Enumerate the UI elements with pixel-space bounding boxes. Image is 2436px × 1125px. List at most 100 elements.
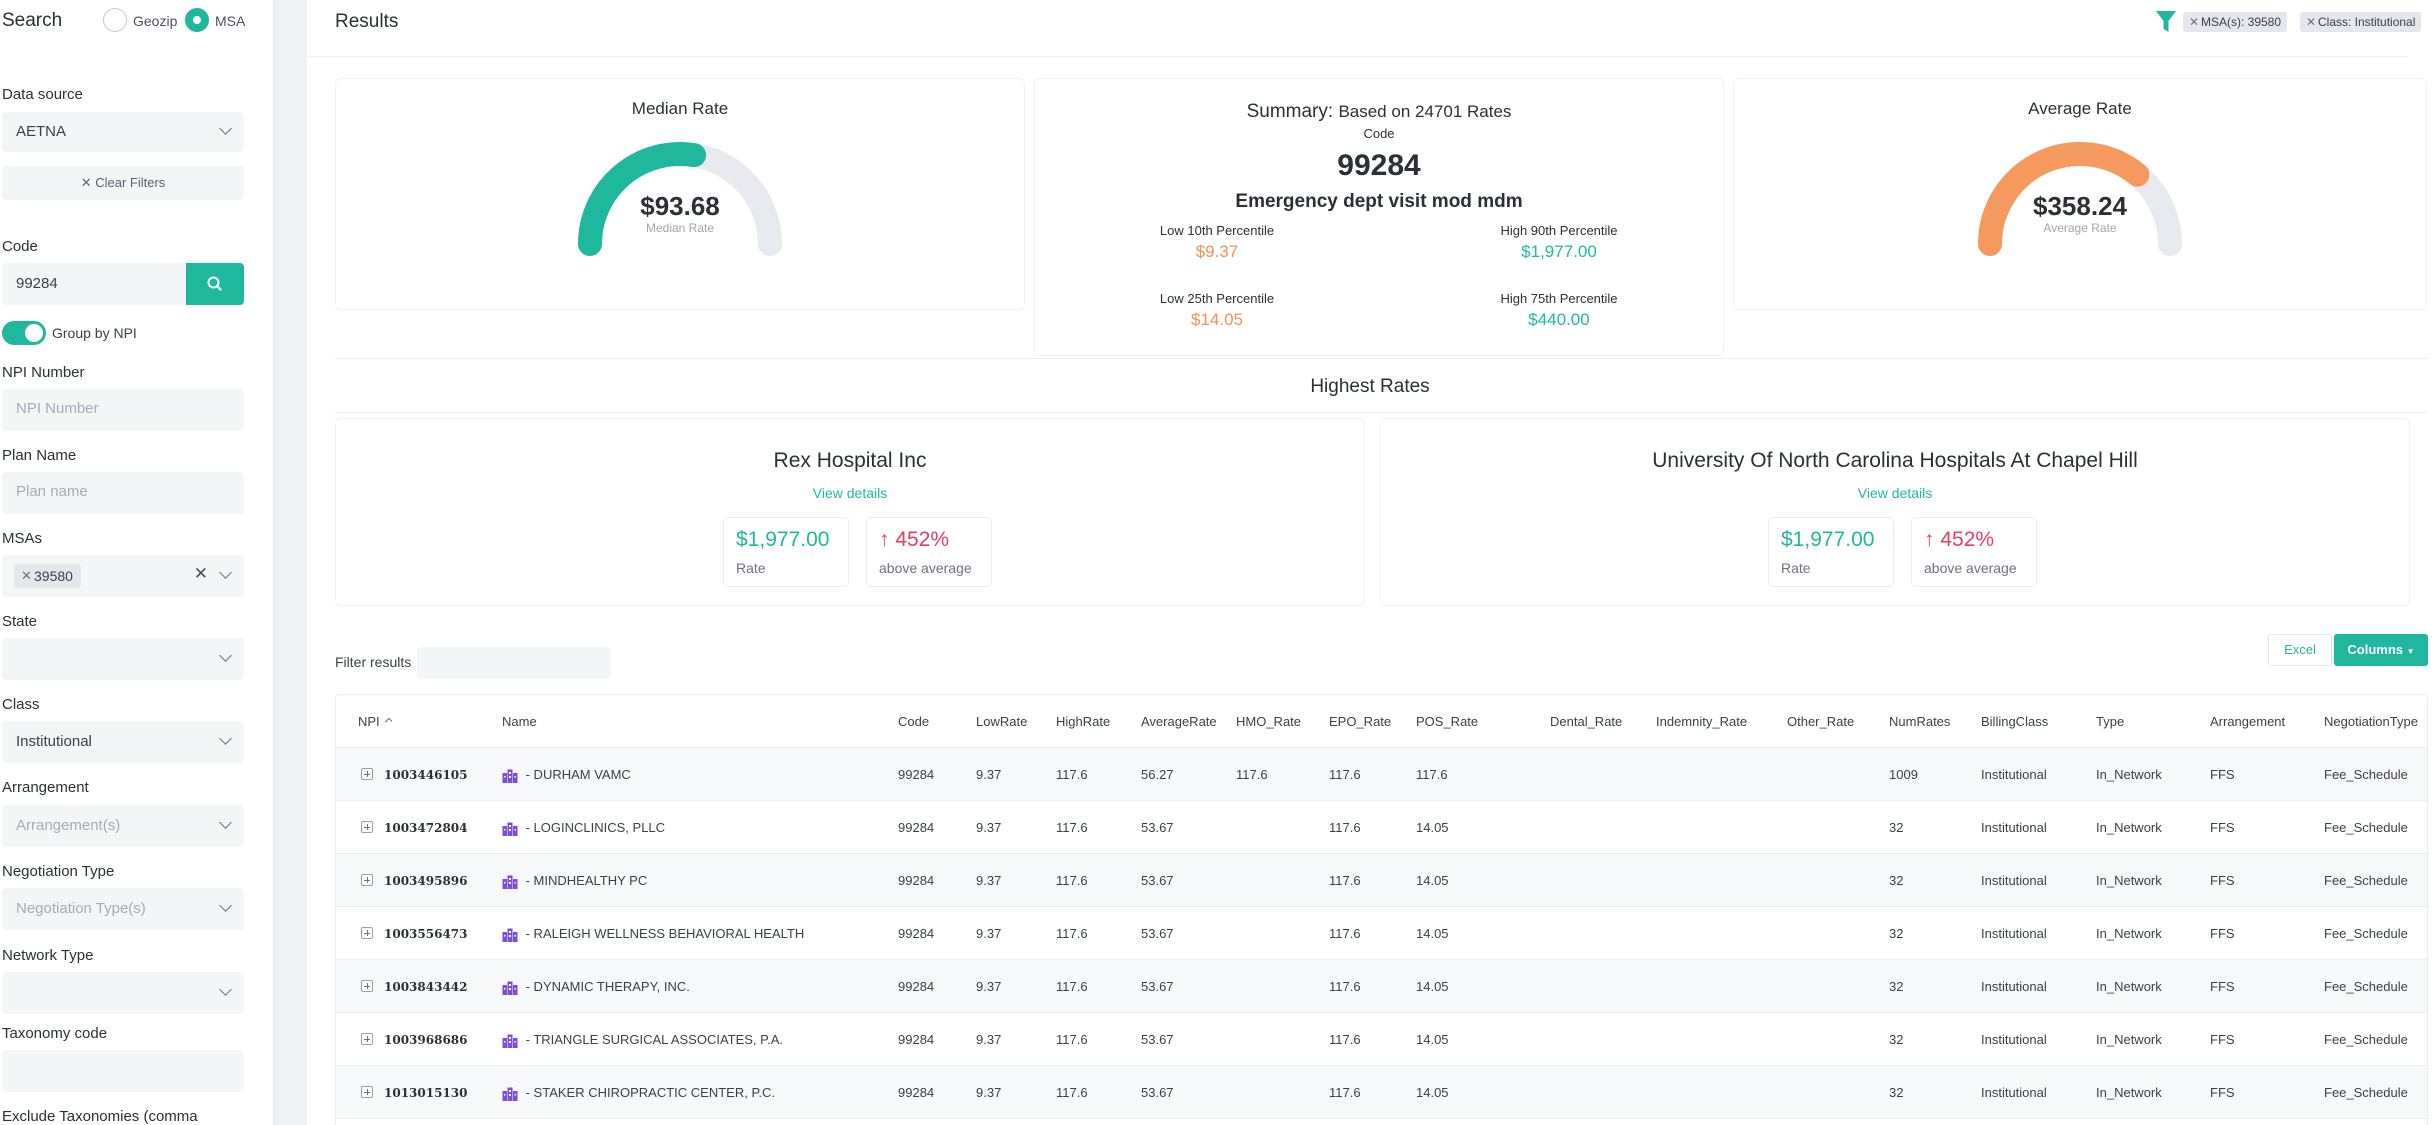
rate-stat: $1,977.00 Rate: [723, 517, 849, 587]
table-row[interactable]: 1003843442 - DYNAMIC THERAPY, INC. 99284 9…: [336, 960, 2427, 1013]
data-source-value: AETNA: [16, 123, 67, 140]
table-row[interactable]: 1013015130 - STAKER CHIROPRACTIC CENTER,…: [336, 1066, 2427, 1119]
column-header-epo-rate[interactable]: EPO_Rate: [1329, 695, 1391, 748]
state-select[interactable]: [2, 638, 244, 680]
sidebar-title: Search: [2, 10, 63, 31]
column-header-hmo-rate[interactable]: HMO_Rate: [1236, 695, 1301, 748]
npi-value: 1003556473: [384, 927, 468, 941]
plan-name-input[interactable]: Plan name: [2, 472, 244, 514]
table-row[interactable]: 1003968686 - TRIANGLE SURGICAL ASSOCIATE…: [336, 1013, 2427, 1066]
column-header-code[interactable]: Code: [898, 695, 929, 748]
cell-num-rates: 32: [1889, 820, 1904, 835]
remove-tag-icon[interactable]: ✕: [2306, 15, 2317, 29]
column-header-billing-class[interactable]: BillingClass: [1981, 695, 2048, 748]
column-header-label: AverageRate: [1141, 714, 1217, 729]
low-25th-label: Low 25th Percentile: [1159, 291, 1275, 306]
arrangement-select[interactable]: Arrangement(s): [2, 805, 244, 847]
rate-stat: $1,977.00 Rate: [1768, 517, 1894, 587]
excel-export-button[interactable]: Excel: [2268, 634, 2332, 666]
median-rate-title: Median Rate: [631, 99, 729, 118]
filter-icon[interactable]: [2155, 10, 2177, 34]
results-table: NPI Name Code LowRate HighRate AverageRate HMO…: [335, 694, 2428, 1125]
chevron-down-icon: [219, 732, 232, 745]
cell-arrangement: FFS: [2210, 1032, 2235, 1047]
expand-row-icon[interactable]: [361, 874, 373, 886]
column-header-num-rates[interactable]: NumRates: [1889, 695, 1950, 748]
cell-pos-rate: 14.05: [1416, 1032, 1449, 1047]
code-input[interactable]: 99284: [2, 263, 186, 305]
negotiation-type-select[interactable]: Negotiation Type(s): [2, 888, 244, 930]
column-header-label: Type: [2096, 714, 2125, 729]
filter-results-input[interactable]: [417, 647, 611, 679]
expand-row-icon[interactable]: [361, 1086, 373, 1098]
column-header-npi[interactable]: NPI: [358, 695, 392, 748]
high-90th-label: High 90th Percentile: [1500, 223, 1618, 238]
provider-name: - STAKER CHIROPRACTIC CENTER, P.C.: [522, 1085, 776, 1100]
cell-epo-rate: 117.6: [1329, 979, 1361, 994]
code-search-button[interactable]: [186, 263, 244, 305]
expand-row-icon[interactable]: [361, 980, 373, 992]
cell-billing-class: Institutional: [1981, 979, 2047, 994]
column-header-arrangement[interactable]: Arrangement: [2210, 695, 2285, 748]
above-average-stat: ↑ 452% above average: [1911, 517, 2037, 587]
arrangement-placeholder: Arrangement(s): [16, 817, 121, 834]
column-header-average-rate[interactable]: AverageRate: [1141, 695, 1217, 748]
cell-billing-class: Institutional: [1981, 873, 2047, 888]
cell-type: In_Network: [2096, 1085, 2162, 1100]
npi-value: 1003472804: [384, 821, 468, 835]
view-details-link[interactable]: View details: [1857, 485, 1933, 501]
median-rate-gauge: [578, 142, 782, 256]
column-header-low-rate[interactable]: LowRate: [976, 695, 1027, 748]
column-header-label: BillingClass: [1981, 714, 2049, 729]
geozip-radio[interactable]: [103, 8, 127, 32]
class-select[interactable]: Institutional: [2, 721, 244, 763]
group-by-npi-toggle[interactable]: [2, 321, 46, 345]
column-header-other-rate[interactable]: Other_Rate: [1787, 695, 1854, 748]
taxonomy-code-input[interactable]: [2, 1050, 244, 1092]
plan-name-label: Plan Name: [2, 447, 77, 464]
column-header-pos-rate[interactable]: POS_Rate: [1416, 695, 1478, 748]
active-filter-tag[interactable]: ✕ Class: Institutional: [2300, 12, 2422, 32]
table-row[interactable]: 1003472804 - LOGINCLINICS, PLLC 99284 9.37…: [336, 801, 2427, 854]
column-header-dental-rate[interactable]: Dental_Rate: [1550, 695, 1622, 748]
expand-row-icon[interactable]: [361, 768, 373, 780]
data-source-select[interactable]: AETNA: [2, 112, 244, 152]
column-header-label: Arrangement: [2210, 714, 2286, 729]
table-row[interactable]: 1003556473 - RALEIGH WELLNESS BEHAVIORAL…: [336, 907, 2427, 960]
expand-row-icon[interactable]: [361, 821, 373, 833]
clear-selection-icon[interactable]: ✕: [193, 564, 208, 583]
average-rate-gauge: [1978, 142, 2182, 256]
column-header-label: POS_Rate: [1416, 714, 1479, 729]
table-row[interactable]: 1003446105 - DURHAM VAMC 99284 9.37 117.6 56…: [336, 748, 2427, 801]
summary-code: 99284: [1337, 149, 1421, 182]
gauge-fill: [578, 142, 707, 256]
taxonomy-code-label: Taxonomy code: [2, 1025, 108, 1042]
column-header-high-rate[interactable]: HighRate: [1056, 695, 1110, 748]
expand-row-icon[interactable]: [361, 1033, 373, 1045]
cell-npi: 1003968686: [384, 1013, 468, 1066]
msas-select[interactable]: ✕ 39580 ✕: [2, 555, 244, 597]
msa-chip[interactable]: ✕ 39580: [14, 564, 81, 588]
remove-tag-icon[interactable]: ✕: [2189, 15, 2200, 29]
column-header-negotiation-type[interactable]: NegotiationType: [2324, 695, 2418, 748]
msa-radio[interactable]: [185, 8, 209, 32]
columns-button[interactable]: Columns ▼: [2334, 634, 2428, 666]
section-divider: [335, 358, 2428, 359]
column-header-indemnity-rate[interactable]: Indemnity_Rate: [1656, 695, 1747, 748]
view-details-link[interactable]: View details: [812, 485, 888, 501]
active-filter-tag[interactable]: ✕ MSA(s): 39580: [2183, 12, 2288, 32]
summary-code-label: Code: [1363, 126, 1395, 141]
column-header-type[interactable]: Type: [2096, 695, 2124, 748]
column-header-name[interactable]: Name: [502, 695, 537, 748]
clear-filters-button[interactable]: ✕ Clear Filters: [2, 166, 244, 200]
cell-code: 99284: [898, 1032, 935, 1047]
npi-input[interactable]: NPI Number: [2, 389, 244, 431]
table-row[interactable]: 1003495896 - MINDHEALTHY PC 99284 9.37 117.…: [336, 854, 2427, 907]
low-10th-label: Low 10th Percentile: [1159, 223, 1275, 238]
expand-row-icon[interactable]: [361, 927, 373, 939]
cell-negotiation-type: Fee_Schedule: [2324, 1032, 2408, 1047]
above-average-value: ↑ 452%: [1924, 528, 1994, 552]
npi-label: NPI Number: [2, 364, 85, 381]
remove-chip-icon[interactable]: ✕: [21, 568, 32, 583]
network-type-select[interactable]: [2, 972, 244, 1014]
